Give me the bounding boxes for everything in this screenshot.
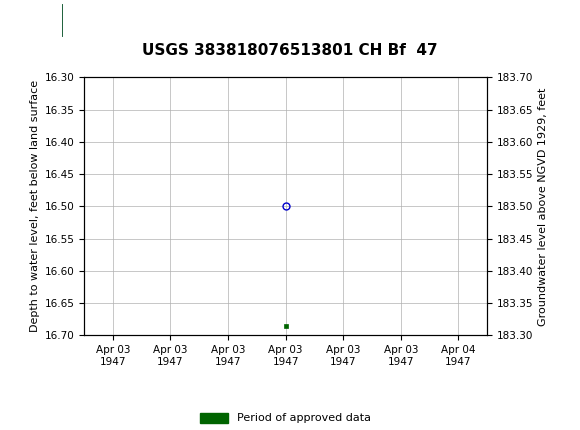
Text: USGS 383818076513801 CH Bf  47: USGS 383818076513801 CH Bf 47 — [142, 43, 438, 58]
Y-axis label: Depth to water level, feet below land surface: Depth to water level, feet below land su… — [30, 80, 41, 332]
Text: USGS: USGS — [67, 13, 114, 28]
Bar — [7, 4, 62, 37]
Legend: Period of approved data: Period of approved data — [196, 408, 375, 428]
Y-axis label: Groundwater level above NGVD 1929, feet: Groundwater level above NGVD 1929, feet — [538, 87, 548, 326]
Bar — [6, 3, 64, 37]
